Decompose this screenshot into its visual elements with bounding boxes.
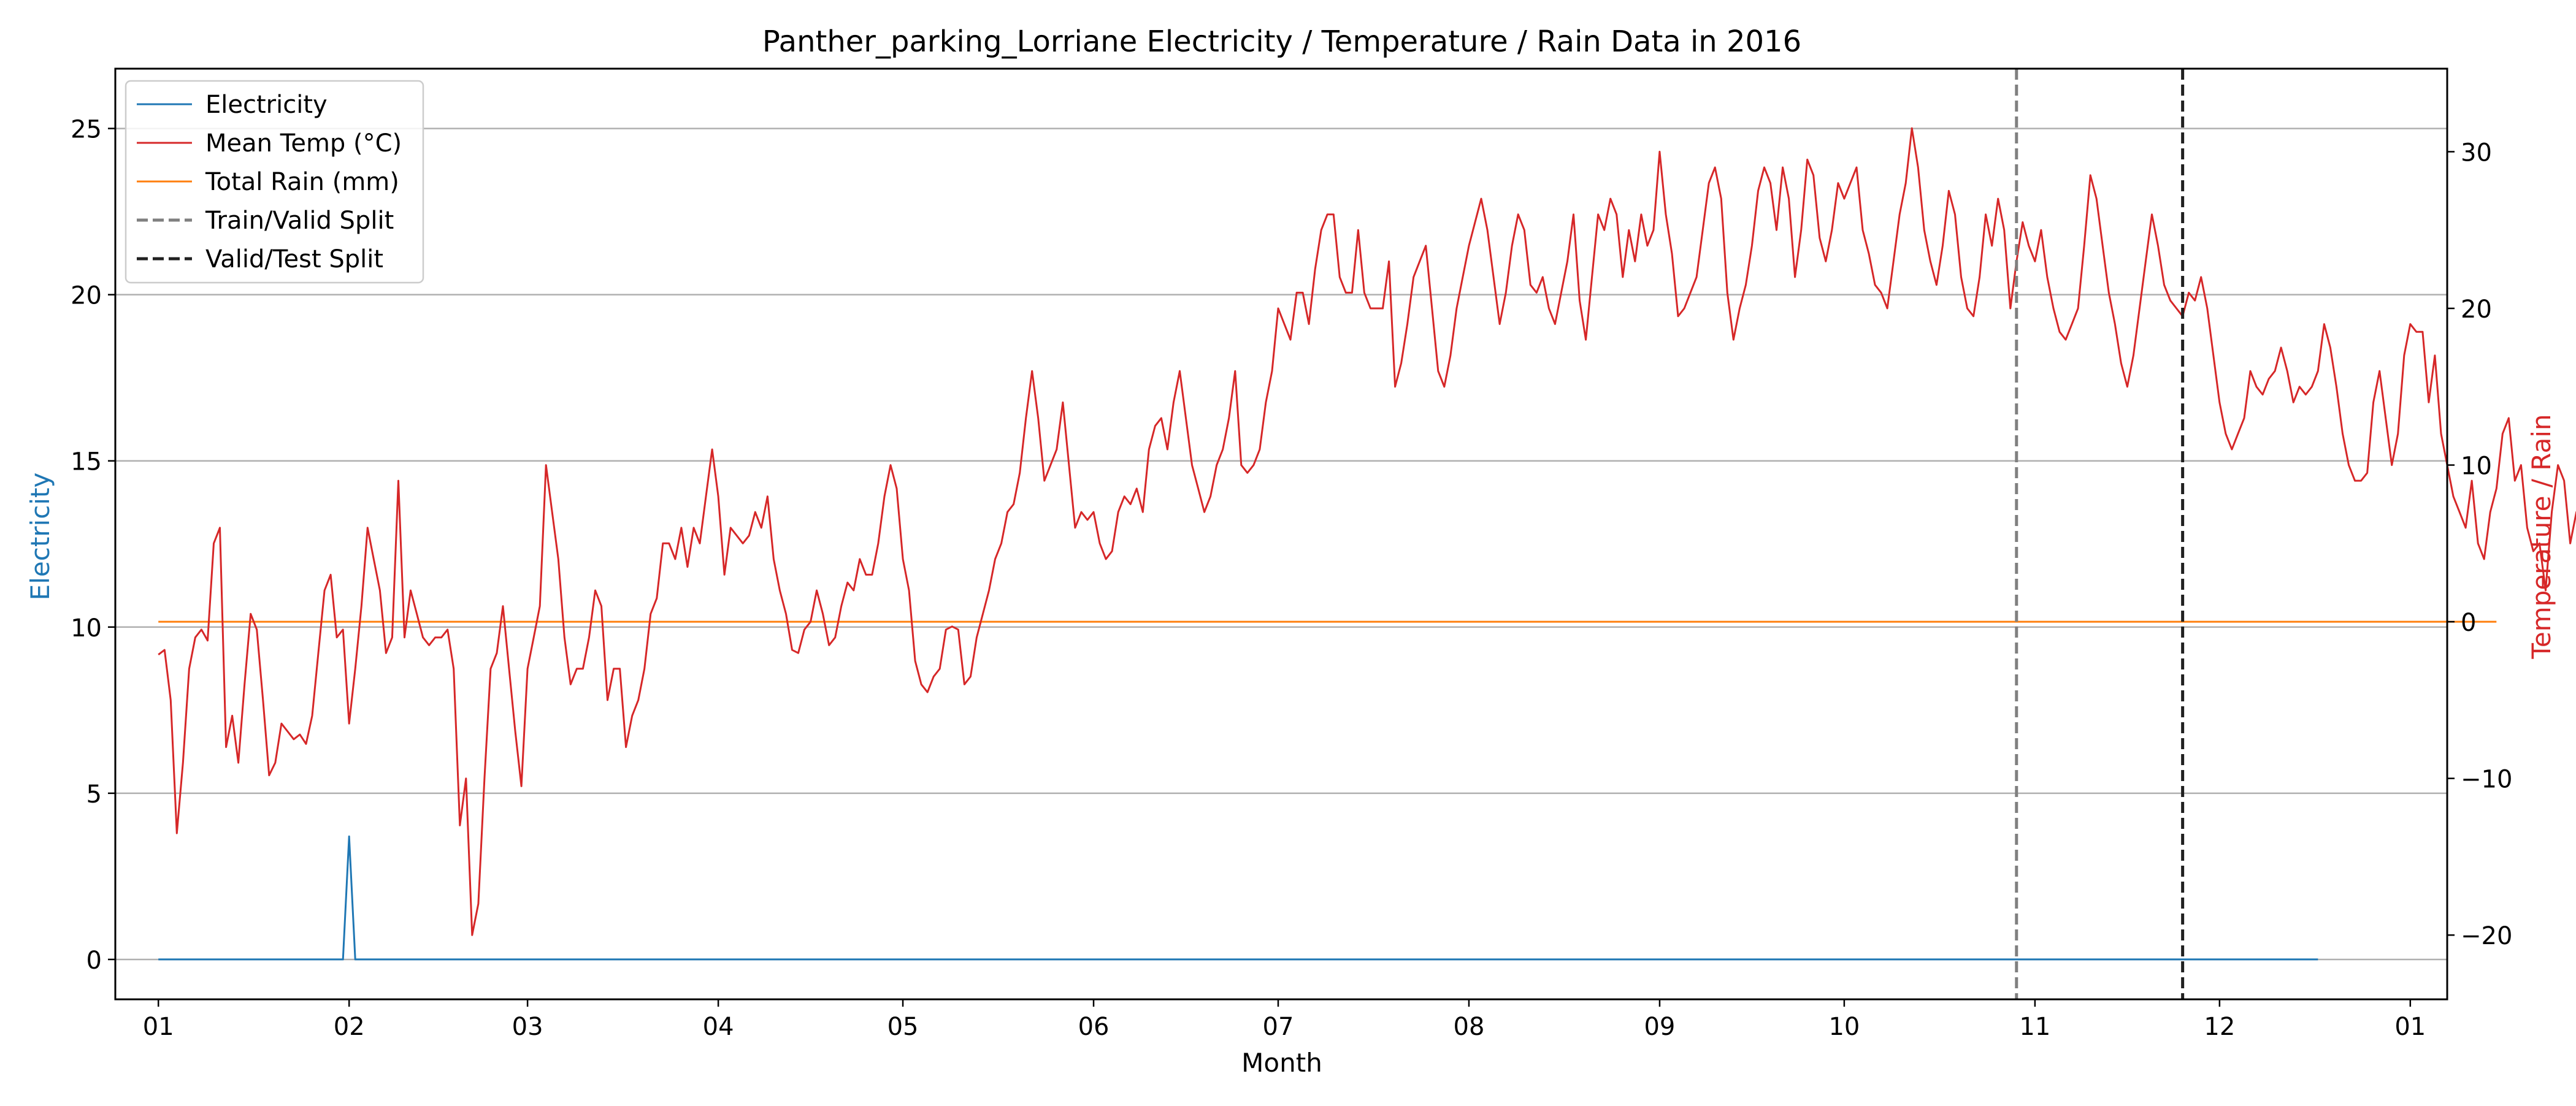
x-tick-label: 10: [1828, 1013, 1860, 1041]
x-tick-label: 01: [2394, 1013, 2426, 1041]
x-tick-label: 09: [1644, 1013, 1675, 1041]
x-tick-label: 03: [512, 1013, 543, 1041]
x-tick-label: 05: [887, 1013, 919, 1041]
legend: Electricity Mean Temp (°C) Total Rain (mm)…: [125, 80, 424, 284]
chart-title: Panther_parking_Lorriane Electricity / T…: [762, 25, 1801, 59]
y-tick-label-left: 20: [71, 282, 102, 310]
y-tick-label-right: −20: [2461, 922, 2512, 950]
legend-label-electricity: Electricity: [205, 91, 328, 119]
series-layer: [158, 127, 2576, 961]
y-tick-label-left: 10: [71, 614, 102, 643]
split-layer: [2015, 69, 2185, 999]
y-tick-label-left: 25: [71, 116, 102, 144]
x-tick-label: 06: [1078, 1013, 1110, 1041]
legend-label-train_valid_split: Train/Valid Split: [205, 207, 394, 235]
x-tick-label: 04: [703, 1013, 734, 1041]
x-tick-label: 07: [1263, 1013, 1294, 1041]
y-tick-label-left: 0: [86, 947, 102, 975]
plot-frame: [114, 67, 2448, 1001]
y-tick-label-right: 30: [2461, 139, 2492, 167]
y-tick-label-right: 20: [2461, 296, 2492, 324]
x-tick-label: 08: [1454, 1013, 1485, 1041]
y-tick-label-left: 5: [86, 780, 102, 809]
temperature-series-line: [158, 127, 2576, 936]
x-tick-label: 01: [143, 1013, 174, 1041]
x-tick-label: 11: [2019, 1013, 2050, 1041]
y-tick-label-right: 0: [2461, 609, 2476, 637]
x-tick-label: 02: [334, 1013, 365, 1041]
legend-box: [125, 80, 424, 284]
x-tick-label: 12: [2204, 1013, 2235, 1041]
legend-label-valid_test_split: Valid/Test Split: [205, 245, 383, 273]
y-tick-label-left: 15: [71, 448, 102, 476]
legend-label-rain: Total Rain (mm): [205, 168, 399, 196]
y-tick-label-right: 10: [2461, 452, 2492, 481]
y-axis-label-right: Temperature / Rain: [2526, 414, 2556, 659]
x-axis-label: Month: [1241, 1048, 1322, 1078]
electricity-series-line: [158, 835, 2318, 961]
y-tick-label-right: −10: [2461, 766, 2512, 794]
legend-label-temperature: Mean Temp (°C): [205, 129, 402, 158]
y-axis-label-left: Electricity: [25, 473, 55, 601]
